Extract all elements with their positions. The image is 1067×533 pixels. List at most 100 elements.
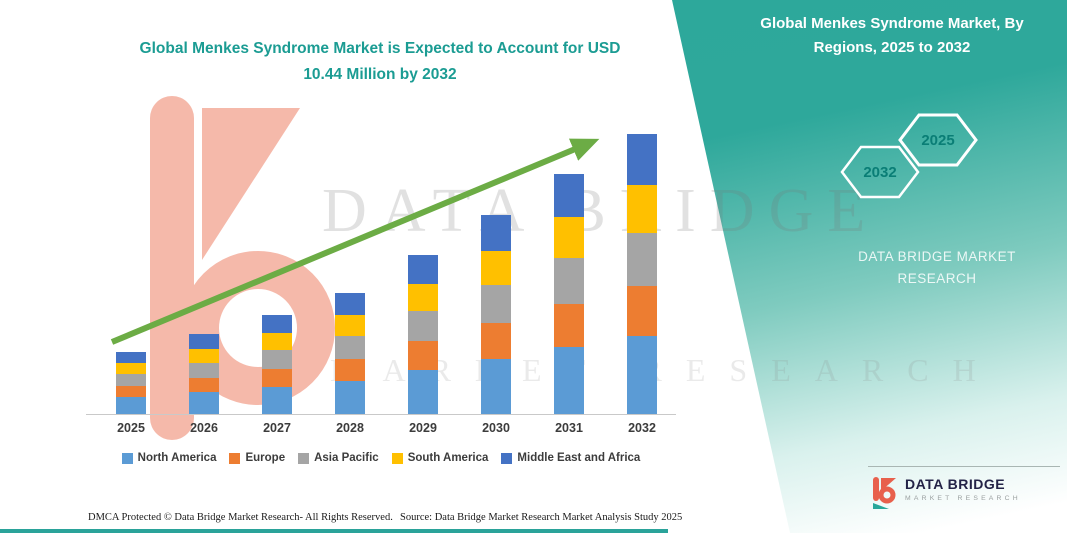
bar-segment-europe-2030	[481, 322, 511, 359]
hexagon-2025-icon	[898, 113, 978, 167]
bar-segment-north-america-2032	[627, 336, 657, 415]
legend-swatch-europe	[229, 452, 241, 464]
bar-2025	[116, 351, 146, 415]
bar-2032	[627, 134, 657, 415]
bar-segment-asia-pacific-2026	[189, 362, 219, 378]
hexagon-2025-label: 2025	[921, 132, 954, 149]
x-axis-label-2026: 2026	[190, 421, 218, 435]
bar-segment-asia-pacific-2028	[335, 335, 365, 359]
legend-item-middle-east-and-africa: Middle East and Africa	[501, 452, 640, 464]
watermark-bowl-shape	[181, 251, 335, 405]
legend-swatch-middle-east-and-africa	[501, 452, 513, 464]
panel-title-line1: Global Menkes Syndrome Market, By	[760, 15, 1024, 32]
bar-segment-europe-2032	[627, 285, 657, 337]
bar-segment-south-america-2028	[335, 314, 365, 336]
bar-segment-asia-pacific-2025	[116, 373, 146, 386]
bar-segment-europe-2027	[262, 369, 292, 387]
bar-segment-north-america-2031	[554, 347, 584, 415]
x-axis-label-2025: 2025	[117, 421, 145, 435]
dbmr-logo-name: DATA BRIDGE	[905, 476, 1006, 492]
legend-swatch-north-america	[121, 452, 133, 464]
legend-label-europe: Europe	[245, 452, 286, 464]
dbmr-logo-icon	[873, 477, 896, 509]
bar-segment-middle-east-and-africa-2028	[335, 292, 365, 315]
watermark-flag-shape	[202, 108, 300, 260]
bar-segment-south-america-2029	[408, 283, 438, 311]
bar-segment-south-america-2031	[554, 217, 584, 259]
bar-segment-asia-pacific-2030	[481, 284, 511, 323]
chart-title-line2: 10.44 Million by 2032	[303, 65, 457, 83]
chart-title-line1: Global Menkes Syndrome Market is Expecte…	[139, 40, 621, 57]
legend-label-north-america: North America	[137, 452, 217, 464]
bar-segment-south-america-2030	[481, 251, 511, 285]
bar-2030	[481, 214, 511, 415]
bar-segment-asia-pacific-2031	[554, 258, 584, 305]
x-axis-label-2032: 2032	[628, 421, 656, 435]
bar-segment-middle-east-and-africa-2027	[262, 314, 292, 333]
stacked-bar-chart	[88, 110, 674, 415]
bar-2031	[554, 174, 584, 415]
legend-label-asia-pacific: Asia Pacific	[314, 452, 379, 464]
bar-segment-north-america-2028	[335, 380, 365, 415]
bar-segment-south-america-2027	[262, 332, 292, 350]
logo-divider-line	[868, 466, 1060, 467]
bar-segment-asia-pacific-2032	[627, 232, 657, 286]
chart-legend: North America Europe Asia Pacific South Ame…	[88, 452, 674, 464]
bar-2026	[189, 334, 219, 415]
bar-segment-south-america-2032	[627, 184, 657, 233]
bar-segment-middle-east-and-africa-2025	[116, 351, 146, 364]
panel-brand-text: DATA BRIDGE MARKET RESEARCH	[812, 246, 1062, 289]
legend-label-middle-east-and-africa: Middle East and Africa	[517, 452, 641, 464]
x-axis-label-2031: 2031	[555, 421, 583, 435]
source-note: Source: Data Bridge Market Research Mark…	[400, 512, 683, 523]
dmca-notice: DMCA Protected © Data Bridge Market Rese…	[88, 512, 393, 523]
year-hexagons: 2032 2025	[840, 113, 978, 199]
x-axis-label-2029: 2029	[409, 421, 437, 435]
panel-brand-line2: RESEARCH	[897, 270, 977, 286]
bar-segment-europe-2025	[116, 385, 146, 398]
panel-brand-line1: DATA BRIDGE MARKET	[858, 249, 1016, 264]
bar-segment-north-america-2027	[262, 387, 292, 415]
bar-segment-middle-east-and-africa-2026	[189, 334, 219, 349]
bar-segment-north-america-2025	[116, 397, 146, 415]
watermark-bar-shape	[150, 96, 194, 440]
legend-item-north-america: North America	[121, 452, 217, 464]
legend-label-south-america: South America	[407, 452, 489, 464]
bar-segment-middle-east-and-africa-2032	[627, 134, 657, 185]
panel-title-line2: Regions, 2025 to 2032	[813, 39, 971, 56]
bar-segment-europe-2031	[554, 304, 584, 348]
x-axis-line	[86, 414, 676, 415]
bottom-accent-strip	[0, 529, 668, 533]
legend-item-south-america: South America	[391, 452, 489, 464]
bar-2027	[262, 314, 292, 415]
legend-swatch-asia-pacific	[298, 452, 310, 464]
dbmr-logo-tagline: MARKET RESEARCH	[905, 495, 1021, 502]
chart-title: Global Menkes Syndrome Market is Expecte…	[70, 36, 690, 87]
bar-segment-middle-east-and-africa-2031	[554, 174, 584, 218]
watermark-data-bridge-text: DATA BRIDGE	[322, 177, 880, 245]
hexagon-2032-label: 2032	[863, 164, 896, 181]
legend-swatch-south-america	[391, 452, 403, 464]
dbmr-b-watermark-icon	[150, 96, 335, 440]
bar-segment-asia-pacific-2027	[262, 349, 292, 369]
bar-segment-middle-east-and-africa-2029	[408, 254, 438, 284]
legend-item-asia-pacific: Asia Pacific	[298, 452, 379, 464]
bar-segment-europe-2028	[335, 358, 365, 381]
trend-arrow-line	[110, 138, 600, 345]
bar-segment-north-america-2026	[189, 392, 219, 415]
bar-segment-europe-2026	[189, 377, 219, 393]
panel-title: Global Menkes Syndrome Market, By Region…	[742, 12, 1042, 60]
dbmr-logo: DATA BRIDGE MARKET RESEARCH	[872, 476, 1021, 510]
bar-segment-north-america-2030	[481, 359, 511, 415]
dbmr-logo-text: DATA BRIDGE MARKET RESEARCH	[905, 476, 1021, 502]
bar-segment-north-america-2029	[408, 370, 438, 415]
hexagon-2032-icon	[840, 145, 920, 199]
bar-segment-middle-east-and-africa-2030	[481, 214, 511, 252]
trend-arrow	[110, 138, 600, 345]
bar-segment-europe-2029	[408, 341, 438, 371]
x-axis-label-2027: 2027	[263, 421, 291, 435]
bar-segment-south-america-2025	[116, 363, 146, 374]
legend-item-europe: Europe	[229, 452, 285, 464]
bar-segment-asia-pacific-2029	[408, 310, 438, 342]
